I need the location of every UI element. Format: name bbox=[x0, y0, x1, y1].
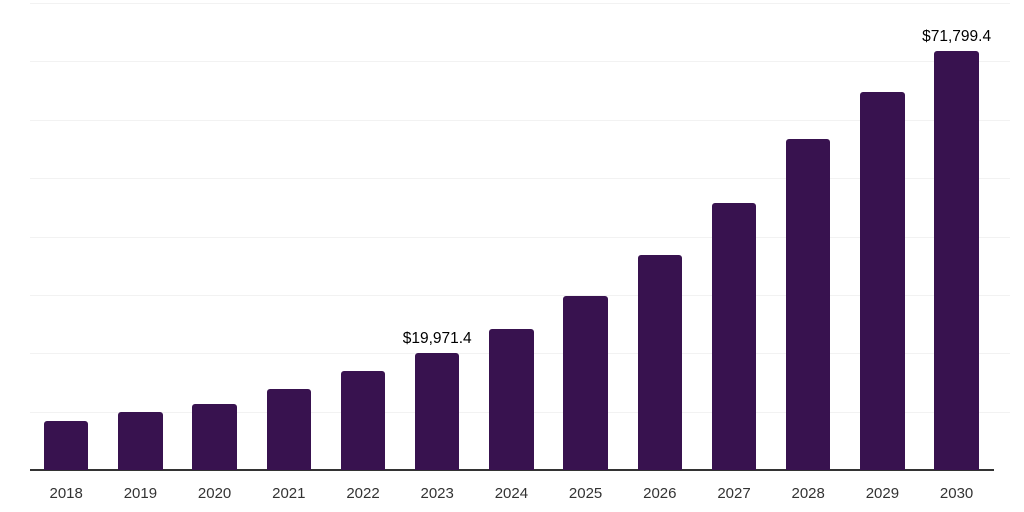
x-tick-label-2022: 2022 bbox=[346, 485, 380, 502]
x-tick-label-2018: 2018 bbox=[49, 485, 83, 502]
gridline bbox=[30, 294, 1010, 296]
bar-2029[interactable] bbox=[860, 91, 905, 470]
gridline bbox=[30, 236, 1010, 238]
bar-2024[interactable] bbox=[489, 328, 534, 470]
bar-2020[interactable] bbox=[192, 404, 237, 470]
x-tick-label-2020: 2020 bbox=[197, 485, 232, 502]
bar-2026[interactable] bbox=[637, 255, 683, 470]
bar-2023[interactable] bbox=[414, 353, 460, 470]
gridline bbox=[30, 178, 1010, 180]
bar-2028[interactable] bbox=[785, 138, 831, 470]
gridline bbox=[30, 119, 1010, 121]
bar-2019[interactable] bbox=[118, 412, 163, 470]
bar-2030[interactable] bbox=[934, 50, 979, 470]
gridline bbox=[30, 3, 1010, 4]
bar-2025[interactable] bbox=[563, 295, 608, 470]
bar-2027[interactable] bbox=[711, 203, 757, 470]
data-label-2023: $19,971.4 bbox=[402, 330, 472, 348]
x-tick-label-2026: 2026 bbox=[643, 485, 677, 502]
x-tick-label-2027: 2027 bbox=[717, 485, 751, 502]
x-tick-label-2025: 2025 bbox=[568, 485, 603, 502]
bar-2022[interactable] bbox=[340, 371, 386, 470]
data-label-2030: $71,799.4 bbox=[922, 27, 992, 45]
x-tick-label-2021: 2021 bbox=[272, 485, 306, 502]
gridline bbox=[30, 61, 1010, 63]
x-tick-label-2024: 2024 bbox=[494, 485, 529, 502]
x-tick-label-2023: 2023 bbox=[420, 485, 454, 502]
x-tick-label-2029: 2029 bbox=[865, 485, 900, 502]
bar-2021[interactable] bbox=[266, 389, 312, 470]
x-tick-label-2019: 2019 bbox=[123, 485, 158, 502]
x-tick-label-2030: 2030 bbox=[939, 485, 974, 502]
x-axis-line bbox=[30, 469, 994, 471]
bar-2018[interactable] bbox=[43, 421, 89, 470]
x-tick-label-2028: 2028 bbox=[791, 485, 825, 502]
